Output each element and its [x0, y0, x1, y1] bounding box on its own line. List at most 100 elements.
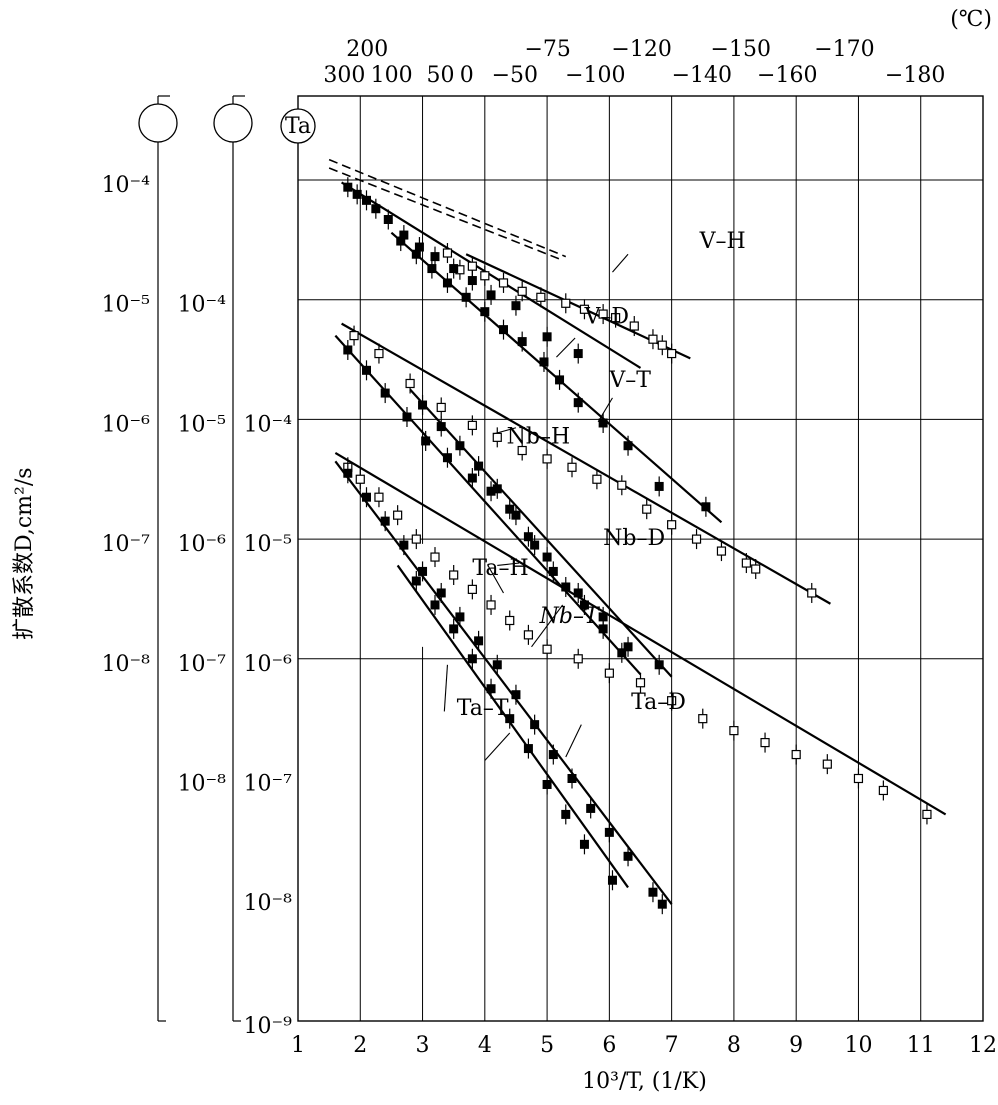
data-point-filled	[542, 332, 552, 342]
data-point-filled	[523, 744, 533, 754]
data-point-filled	[362, 365, 371, 375]
x-tick-label: 10	[844, 1033, 872, 1058]
data-point-open	[657, 340, 667, 350]
y-tick-label: 10⁻⁵	[102, 293, 150, 318]
data-point-filled	[455, 441, 465, 451]
data-point-open	[598, 309, 608, 319]
fit-line	[409, 388, 673, 678]
data-point-open	[592, 474, 602, 484]
data-point-filled	[371, 204, 381, 214]
data-point-filled	[362, 492, 371, 502]
data-point-open	[567, 462, 577, 472]
data-point-filled	[586, 803, 596, 813]
data-point-filled	[530, 540, 540, 550]
data-point-filled	[486, 684, 496, 694]
data-point-filled	[362, 195, 371, 205]
top-temperature-label: −75	[524, 37, 570, 62]
top-temperature-label: −140	[672, 63, 732, 88]
series-label: Ta–H	[472, 556, 528, 581]
data-point-open	[698, 714, 708, 724]
leader-line	[443, 664, 449, 712]
top-unit-label: (℃)	[950, 7, 992, 32]
fit-line	[396, 564, 629, 889]
top-temperature-label: −50	[492, 63, 538, 88]
top-temperature-label: −180	[885, 63, 945, 88]
y-tick-label: 10⁻⁵	[244, 532, 292, 557]
data-point-open	[648, 334, 658, 344]
leader-line	[484, 732, 511, 761]
top-temperature-label: −150	[711, 37, 771, 62]
data-point-filled	[343, 468, 353, 478]
series-label: Nb–D	[603, 526, 665, 551]
data-point-filled	[480, 307, 490, 317]
series-label: V–H	[699, 229, 746, 254]
element-circle-ta	[280, 108, 316, 144]
series-label: V–D	[583, 305, 629, 330]
element-tag: Ta	[285, 114, 311, 139]
leader-line	[487, 565, 504, 594]
data-point-filled	[461, 292, 471, 302]
data-point-open	[411, 534, 421, 544]
data-point-filled	[499, 325, 508, 335]
data-point-filled	[623, 851, 633, 861]
y-tick-label: 10⁻⁶	[244, 652, 293, 677]
data-point-filled	[442, 453, 452, 463]
leader-line	[531, 604, 564, 648]
data-point-open	[760, 737, 770, 748]
data-point-filled	[383, 215, 393, 225]
y-tick-label: 10⁻⁶	[102, 412, 151, 437]
data-point-open	[492, 432, 502, 442]
data-point-filled	[539, 357, 549, 367]
data-point-open	[922, 809, 932, 820]
data-point-filled	[617, 648, 627, 658]
data-point-open	[542, 644, 552, 654]
data-point-open	[498, 278, 509, 288]
data-point-filled	[542, 552, 552, 562]
element-circle	[138, 103, 178, 143]
data-point-filled	[418, 400, 428, 410]
plot-frame	[297, 95, 984, 1022]
data-point-open	[542, 454, 552, 464]
data-point-open	[741, 558, 751, 568]
data-point-filled	[396, 236, 406, 246]
x-tick-label: 11	[907, 1033, 935, 1058]
fit-line	[334, 451, 947, 816]
x-tick-label: 12	[969, 1033, 997, 1058]
top-temperature-label: −170	[814, 37, 874, 62]
top-temperature-label: −100	[565, 63, 625, 88]
data-point-filled	[467, 276, 477, 286]
data-point-open	[716, 546, 727, 556]
fit-line	[341, 181, 642, 369]
data-point-filled	[380, 388, 390, 398]
data-point-filled	[380, 516, 390, 526]
top-temperature-label: 50	[426, 63, 454, 88]
data-point-open	[349, 331, 359, 341]
y-tick-label: 10⁻⁴	[178, 293, 227, 318]
data-point-open	[374, 348, 384, 359]
data-point-open	[374, 492, 384, 502]
data-point-filled	[654, 660, 664, 670]
y-tick-label: 10⁻⁴	[244, 412, 293, 437]
x-tick-label: 6	[602, 1033, 616, 1058]
data-point-open	[853, 773, 864, 784]
data-point-filled	[548, 750, 558, 760]
y-tick-label: 10⁻⁸	[178, 772, 227, 797]
data-point-open	[751, 564, 761, 574]
series-label: Nb–T	[539, 604, 601, 629]
data-point-filled	[567, 774, 577, 783]
data-point-filled	[604, 827, 614, 837]
top-temperature-label: 300	[323, 63, 365, 88]
y-tick-label: 10⁻⁹	[244, 1014, 293, 1039]
x-tick-label: 7	[665, 1033, 679, 1058]
data-point-filled	[573, 398, 583, 408]
y-tick-label: 10⁻⁴	[102, 173, 151, 198]
x-axis-label: 10³/T, (1/K)	[582, 1069, 707, 1094]
top-temperature-label: 100	[371, 63, 413, 88]
data-point-filled	[542, 779, 552, 789]
data-point-filled	[467, 654, 477, 664]
data-point-open	[667, 520, 677, 530]
data-point-open	[467, 261, 477, 271]
data-point-filled	[352, 189, 362, 199]
data-point-open	[667, 696, 677, 706]
data-point-open	[430, 552, 440, 562]
